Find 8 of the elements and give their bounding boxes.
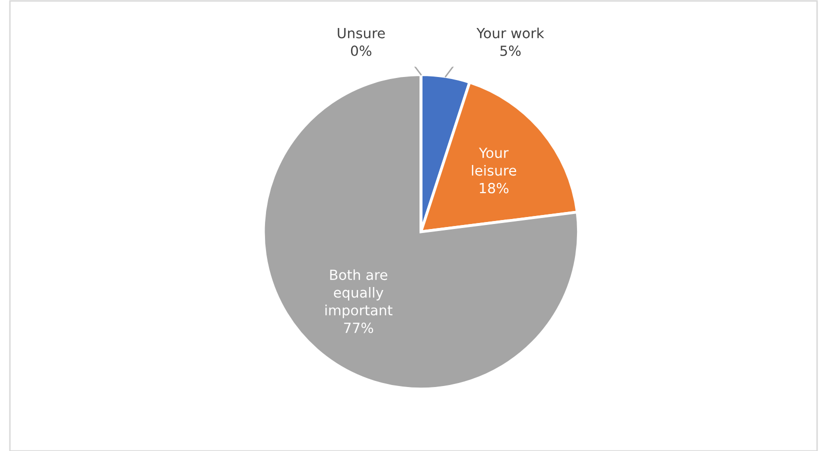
data-label: 77%	[344, 322, 374, 334]
category-label: Unsure	[338, 28, 385, 38]
slice-label: Your work	[476, 28, 544, 38]
data-label: 5%	[500, 46, 521, 56]
slice-label: Your leisure	[472, 148, 516, 176]
slice-label: Both are equally important	[325, 269, 392, 318]
data-label: 18%	[480, 182, 508, 194]
text: 0%	[350, 46, 372, 56]
